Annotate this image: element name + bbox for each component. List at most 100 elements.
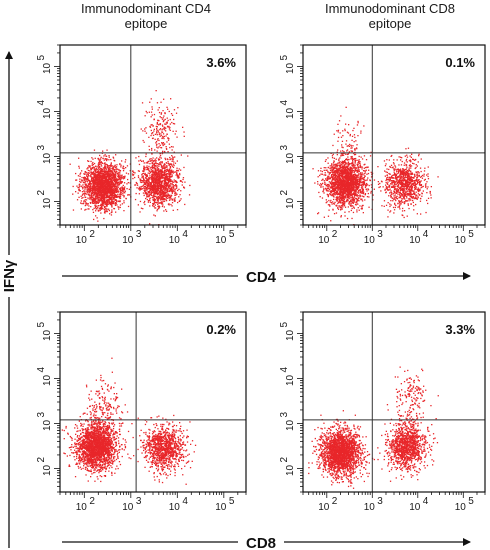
event-dot (111, 203, 113, 205)
event-cluster (312, 140, 376, 226)
event-dot (102, 172, 104, 174)
event-dot (173, 161, 175, 163)
event-dot (97, 200, 99, 202)
event-dot (153, 130, 155, 132)
event-dot (127, 205, 130, 208)
event-dot (331, 174, 333, 176)
y-tick-exponent: 2 (36, 189, 47, 195)
event-dot (97, 184, 100, 186)
event-dot (107, 166, 109, 168)
event-dot (98, 190, 100, 192)
event-dot (336, 168, 338, 170)
event-dot (142, 160, 144, 162)
event-dot (164, 157, 166, 159)
event-dot (108, 173, 110, 175)
event-dot (106, 182, 108, 184)
event-dot (333, 170, 335, 172)
event-dot (331, 165, 333, 167)
event-dot (344, 181, 346, 183)
event-dot (114, 173, 116, 176)
event-dot (143, 183, 145, 185)
event-dot (95, 186, 97, 188)
event-dot (156, 210, 158, 212)
event-dot (115, 195, 117, 198)
event-dot (157, 177, 159, 180)
event-dot (85, 199, 88, 201)
event-dot (163, 129, 166, 131)
event-dot (118, 200, 120, 203)
event-dot (333, 186, 335, 188)
event-dot (170, 146, 173, 148)
event-dot (152, 157, 154, 159)
event-dot (344, 182, 346, 185)
event-dot (336, 154, 338, 156)
event-dot (157, 109, 159, 111)
event-dot (338, 162, 340, 164)
event-dot (97, 185, 99, 188)
event-dot (151, 171, 153, 173)
event-dot (100, 170, 102, 173)
event-dot (317, 213, 319, 215)
event-dot (89, 201, 91, 204)
event-dot (350, 175, 352, 178)
event-dot (173, 151, 175, 153)
event-dot (156, 185, 158, 187)
event-dot (174, 156, 176, 158)
event-dot (161, 177, 163, 179)
event-dot (172, 157, 174, 159)
event-dot (106, 197, 108, 199)
event-dot (157, 158, 160, 160)
event-dot (352, 157, 354, 160)
event-dot (118, 173, 120, 175)
event-dot (164, 189, 167, 191)
event-dot (81, 191, 84, 193)
event-dot (112, 170, 114, 172)
x-tick-exponent: 4 (182, 229, 188, 240)
event-dot (113, 176, 116, 178)
event-dot (97, 174, 99, 176)
event-dot (113, 184, 116, 186)
event-dot (158, 133, 160, 136)
event-dot (113, 172, 115, 174)
event-dot (369, 179, 371, 182)
event-dot (85, 171, 87, 174)
event-dot (166, 189, 168, 191)
event-dot (175, 174, 177, 176)
event-dot (327, 215, 330, 217)
event-dot (149, 223, 151, 225)
event-dot (339, 165, 341, 167)
event-dot (370, 151, 372, 153)
event-dot (145, 176, 148, 178)
event-dot (338, 193, 340, 196)
event-dot (94, 170, 96, 172)
event-dot (321, 170, 323, 173)
event-dot (143, 179, 145, 181)
event-dot (152, 171, 154, 173)
event-dot (164, 173, 166, 175)
event-dot (171, 149, 173, 151)
event-dot (84, 177, 86, 179)
event-dot (171, 191, 173, 193)
event-dot (180, 154, 182, 156)
event-dot (160, 146, 162, 149)
event-dot (111, 188, 113, 190)
event-dot (331, 203, 333, 205)
event-dot (166, 188, 168, 190)
event-dot (142, 208, 144, 210)
event-dot (139, 178, 141, 180)
event-dot (103, 199, 105, 202)
event-dot (157, 195, 159, 198)
event-dot (155, 188, 157, 190)
event-dot (167, 180, 170, 182)
event-dot (171, 114, 174, 116)
event-dot (351, 196, 354, 198)
event-dot (120, 180, 122, 183)
event-dot (346, 217, 349, 220)
event-dot (128, 194, 131, 196)
event-dot (91, 171, 93, 173)
event-dot (163, 198, 165, 201)
event-dot (107, 189, 109, 192)
event-dot (168, 179, 171, 181)
event-dot (153, 182, 155, 184)
event-dot (363, 167, 365, 169)
